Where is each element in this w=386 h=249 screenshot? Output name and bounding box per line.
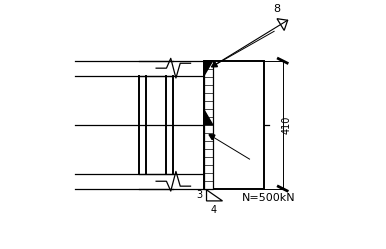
Text: 8: 8 (274, 4, 281, 14)
Polygon shape (204, 61, 213, 75)
Text: 4: 4 (211, 205, 217, 215)
Polygon shape (212, 62, 217, 67)
Polygon shape (209, 134, 215, 140)
Text: N=500kN: N=500kN (242, 193, 296, 203)
Bar (204, 61, 213, 188)
Bar (204, 61, 264, 188)
Text: 410: 410 (281, 116, 291, 134)
Text: 3: 3 (196, 190, 202, 200)
Polygon shape (204, 110, 213, 125)
